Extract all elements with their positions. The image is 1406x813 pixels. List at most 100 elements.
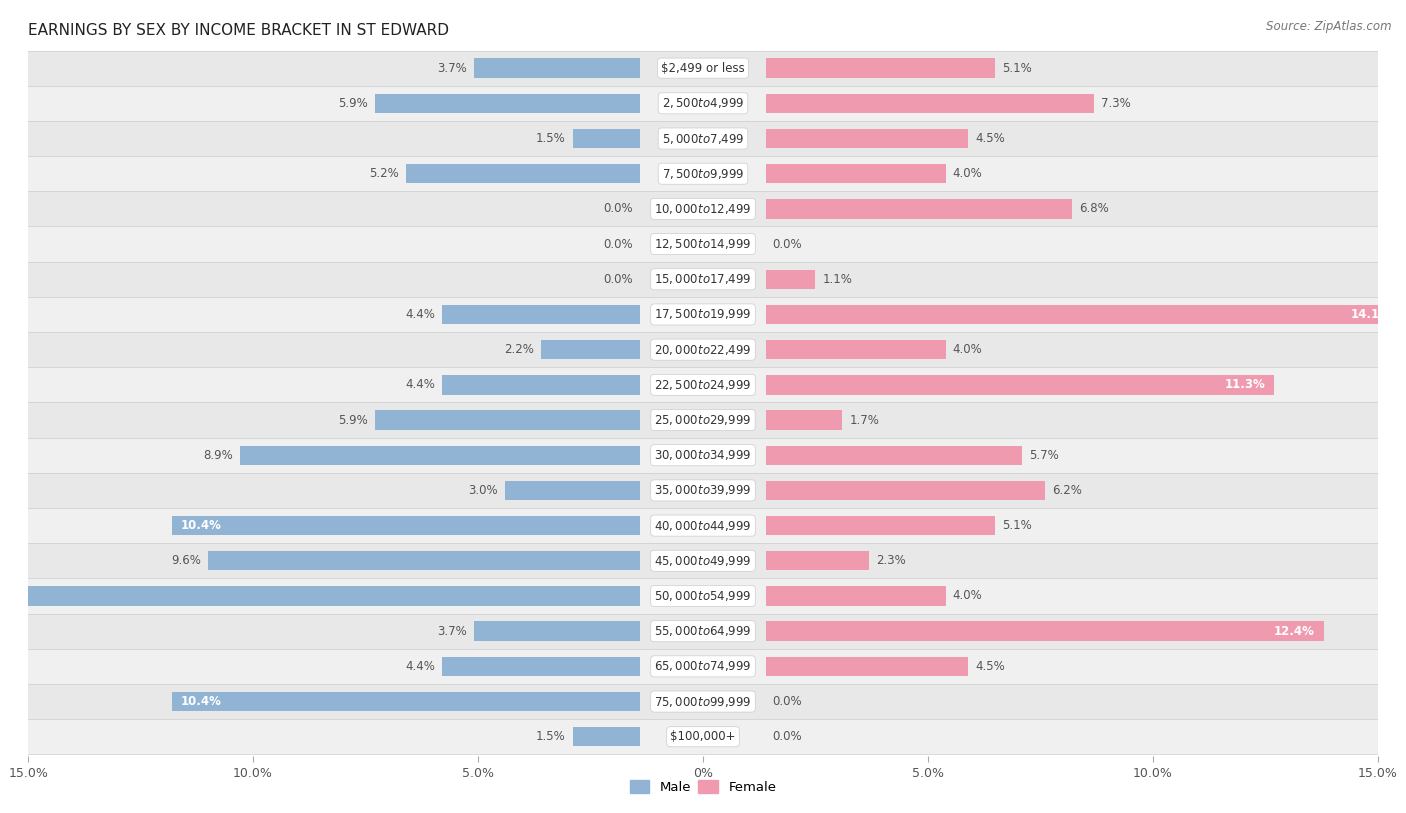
Text: 3.7%: 3.7% (437, 62, 467, 75)
Bar (28, 649, 1378, 684)
Bar (441, 375, 640, 394)
Text: 10.4%: 10.4% (181, 695, 222, 708)
Bar (766, 93, 1094, 113)
Bar (766, 340, 946, 359)
Bar (766, 551, 869, 571)
Text: $55,000 to $64,999: $55,000 to $64,999 (654, 624, 752, 638)
Text: 3.0%: 3.0% (468, 484, 498, 497)
Text: 2.2%: 2.2% (505, 343, 534, 356)
Bar (28, 156, 1378, 191)
Text: $50,000 to $54,999: $50,000 to $54,999 (654, 589, 752, 603)
Text: 6.2%: 6.2% (1052, 484, 1081, 497)
Text: 5.1%: 5.1% (1002, 519, 1032, 532)
Text: 4.5%: 4.5% (976, 132, 1005, 145)
Text: $65,000 to $74,999: $65,000 to $74,999 (654, 659, 752, 673)
Bar (28, 543, 1378, 578)
Text: 5.9%: 5.9% (337, 414, 368, 427)
Bar (28, 437, 1378, 473)
Text: $7,500 to $9,999: $7,500 to $9,999 (662, 167, 744, 180)
Bar (374, 411, 640, 430)
Bar (28, 297, 1378, 332)
Text: $2,500 to $4,999: $2,500 to $4,999 (662, 96, 744, 111)
Text: $15,000 to $17,499: $15,000 to $17,499 (654, 272, 752, 286)
Text: $2,499 or less: $2,499 or less (661, 62, 745, 75)
Text: $45,000 to $49,999: $45,000 to $49,999 (654, 554, 752, 567)
Text: $12,500 to $14,999: $12,500 to $14,999 (654, 237, 752, 251)
Text: Source: ZipAtlas.com: Source: ZipAtlas.com (1267, 20, 1392, 33)
Bar (28, 50, 1378, 85)
Text: 1.1%: 1.1% (823, 273, 852, 286)
Text: 4.4%: 4.4% (405, 660, 436, 673)
Text: 1.5%: 1.5% (536, 730, 565, 743)
Bar (28, 614, 1378, 649)
Legend: Male, Female: Male, Female (624, 774, 782, 799)
Text: 11.3%: 11.3% (1225, 378, 1265, 391)
Text: EARNINGS BY SEX BY INCOME BRACKET IN ST EDWARD: EARNINGS BY SEX BY INCOME BRACKET IN ST … (28, 23, 449, 38)
Text: 0.0%: 0.0% (773, 237, 803, 250)
Bar (406, 164, 640, 184)
Bar (28, 684, 1378, 720)
Bar (474, 621, 640, 641)
Bar (441, 657, 640, 676)
Text: 2.3%: 2.3% (876, 554, 905, 567)
Text: 4.0%: 4.0% (953, 589, 983, 602)
Bar (28, 227, 1378, 262)
Bar (374, 93, 640, 113)
Text: 0.0%: 0.0% (603, 273, 633, 286)
Text: 0.0%: 0.0% (773, 695, 803, 708)
Bar (766, 59, 995, 78)
Bar (766, 621, 1324, 641)
Bar (572, 128, 640, 148)
Text: 0.0%: 0.0% (773, 730, 803, 743)
Bar (572, 727, 640, 746)
Text: 10.4%: 10.4% (181, 519, 222, 532)
Text: 0.0%: 0.0% (603, 202, 633, 215)
Text: 4.0%: 4.0% (953, 343, 983, 356)
Bar (0, 586, 640, 606)
Text: 5.7%: 5.7% (1029, 449, 1059, 462)
Bar (28, 367, 1378, 402)
Text: 6.8%: 6.8% (1078, 202, 1108, 215)
Text: 4.4%: 4.4% (405, 378, 436, 391)
Bar (766, 199, 1071, 219)
Text: $30,000 to $34,999: $30,000 to $34,999 (654, 448, 752, 463)
Text: 5.2%: 5.2% (370, 167, 399, 180)
Bar (28, 332, 1378, 367)
Text: $35,000 to $39,999: $35,000 to $39,999 (654, 484, 752, 498)
Bar (541, 340, 640, 359)
Text: 3.7%: 3.7% (437, 624, 467, 637)
Bar (172, 516, 640, 535)
Bar (172, 692, 640, 711)
Text: 4.0%: 4.0% (953, 167, 983, 180)
Bar (766, 411, 842, 430)
Bar (766, 446, 1022, 465)
Bar (766, 128, 969, 148)
Bar (441, 305, 640, 324)
Bar (766, 516, 995, 535)
Text: $10,000 to $12,499: $10,000 to $12,499 (654, 202, 752, 216)
Bar (28, 121, 1378, 156)
Text: 0.0%: 0.0% (603, 237, 633, 250)
Bar (28, 578, 1378, 614)
Bar (28, 473, 1378, 508)
Text: $5,000 to $7,499: $5,000 to $7,499 (662, 132, 744, 146)
Bar (766, 657, 969, 676)
Text: $17,500 to $19,999: $17,500 to $19,999 (654, 307, 752, 321)
Bar (28, 720, 1378, 754)
Text: 4.4%: 4.4% (405, 308, 436, 321)
Bar (505, 480, 640, 500)
Bar (208, 551, 640, 571)
Bar (766, 586, 946, 606)
Bar (28, 191, 1378, 227)
Bar (766, 270, 815, 289)
Text: $20,000 to $22,499: $20,000 to $22,499 (654, 342, 752, 357)
Bar (766, 164, 946, 184)
Text: 8.9%: 8.9% (202, 449, 233, 462)
Bar (28, 262, 1378, 297)
Bar (766, 480, 1045, 500)
Text: 14.8%: 14.8% (0, 589, 24, 602)
Bar (239, 446, 640, 465)
Text: 14.1%: 14.1% (1351, 308, 1392, 321)
Text: 1.7%: 1.7% (849, 414, 879, 427)
Bar (28, 508, 1378, 543)
